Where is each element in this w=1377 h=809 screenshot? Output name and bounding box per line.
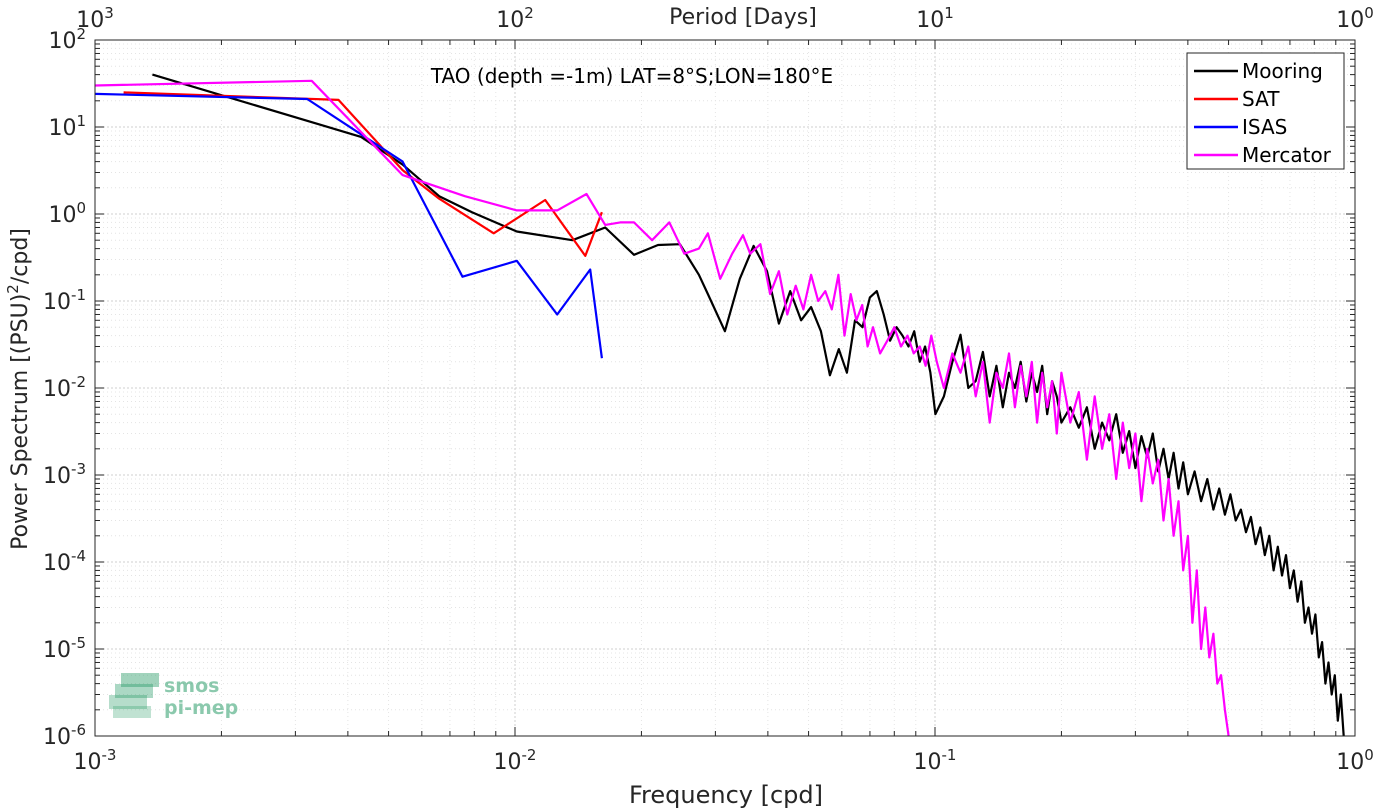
y-tick-label: 10-3 bbox=[43, 460, 86, 489]
y-tick-label: 10-4 bbox=[43, 547, 86, 576]
y-tick-label: 10-5 bbox=[43, 634, 86, 663]
legend-items: Mooring SAT ISAS Mercator bbox=[1194, 59, 1332, 167]
chart-title: TAO (depth =-1m) LAT=8°S;LON=180°E bbox=[430, 64, 833, 88]
top-tick-label: 100 bbox=[1336, 4, 1374, 33]
y-tick-label: 102 bbox=[48, 25, 86, 54]
y-axis-label-tail: /cpd] bbox=[8, 228, 33, 284]
x-tick-label: 10-3 bbox=[74, 746, 117, 775]
y-tick-label: 101 bbox=[48, 112, 86, 141]
x-tick-label: 10-1 bbox=[914, 746, 957, 775]
ticks bbox=[94, 40, 1355, 737]
legend-label: SAT bbox=[1242, 87, 1280, 111]
smos-pi-mep-logo: smos pi-mep bbox=[109, 673, 238, 719]
logo-line2: pi-mep bbox=[164, 697, 238, 719]
legend-label: Mercator bbox=[1242, 143, 1332, 167]
y-tick-label: 10-2 bbox=[43, 373, 86, 402]
top-tick-label: 103 bbox=[76, 4, 114, 33]
logo-line1: smos bbox=[164, 675, 219, 697]
grid bbox=[94, 40, 1355, 737]
logo-mark-icon bbox=[109, 673, 159, 718]
y-tick-label: 100 bbox=[48, 199, 86, 228]
y-tick-label: 10-6 bbox=[43, 721, 86, 750]
series-line-mercator bbox=[94, 79, 1230, 737]
top-tick-label: 102 bbox=[496, 4, 534, 33]
y-axis-label-sup: 2 bbox=[4, 284, 22, 294]
x-axis-label: Frequency [cpd] bbox=[629, 781, 823, 809]
y-axis-label: Power Spectrum [(PSU)2/cpd] bbox=[4, 228, 33, 550]
series-line-isas bbox=[94, 92, 603, 359]
series-line-mooring bbox=[152, 73, 1345, 737]
x-tick-label: 100 bbox=[1336, 746, 1374, 775]
legend-label: ISAS bbox=[1242, 115, 1287, 139]
legend: Mooring SAT ISAS Mercator bbox=[1186, 52, 1345, 170]
top-axis-label: Period [Days] bbox=[669, 5, 817, 30]
axes-box bbox=[94, 39, 1356, 737]
y-tick-label: 10-1 bbox=[43, 286, 86, 315]
top-tick-label: 101 bbox=[916, 4, 954, 33]
y-axis-label-main: Power Spectrum [(PSU) bbox=[8, 294, 33, 550]
legend-label: Mooring bbox=[1242, 59, 1323, 83]
series-lines bbox=[94, 73, 1345, 737]
x-tick-label: 10-2 bbox=[494, 746, 537, 775]
legend-box bbox=[1186, 52, 1345, 170]
series-line-sat bbox=[123, 91, 603, 257]
